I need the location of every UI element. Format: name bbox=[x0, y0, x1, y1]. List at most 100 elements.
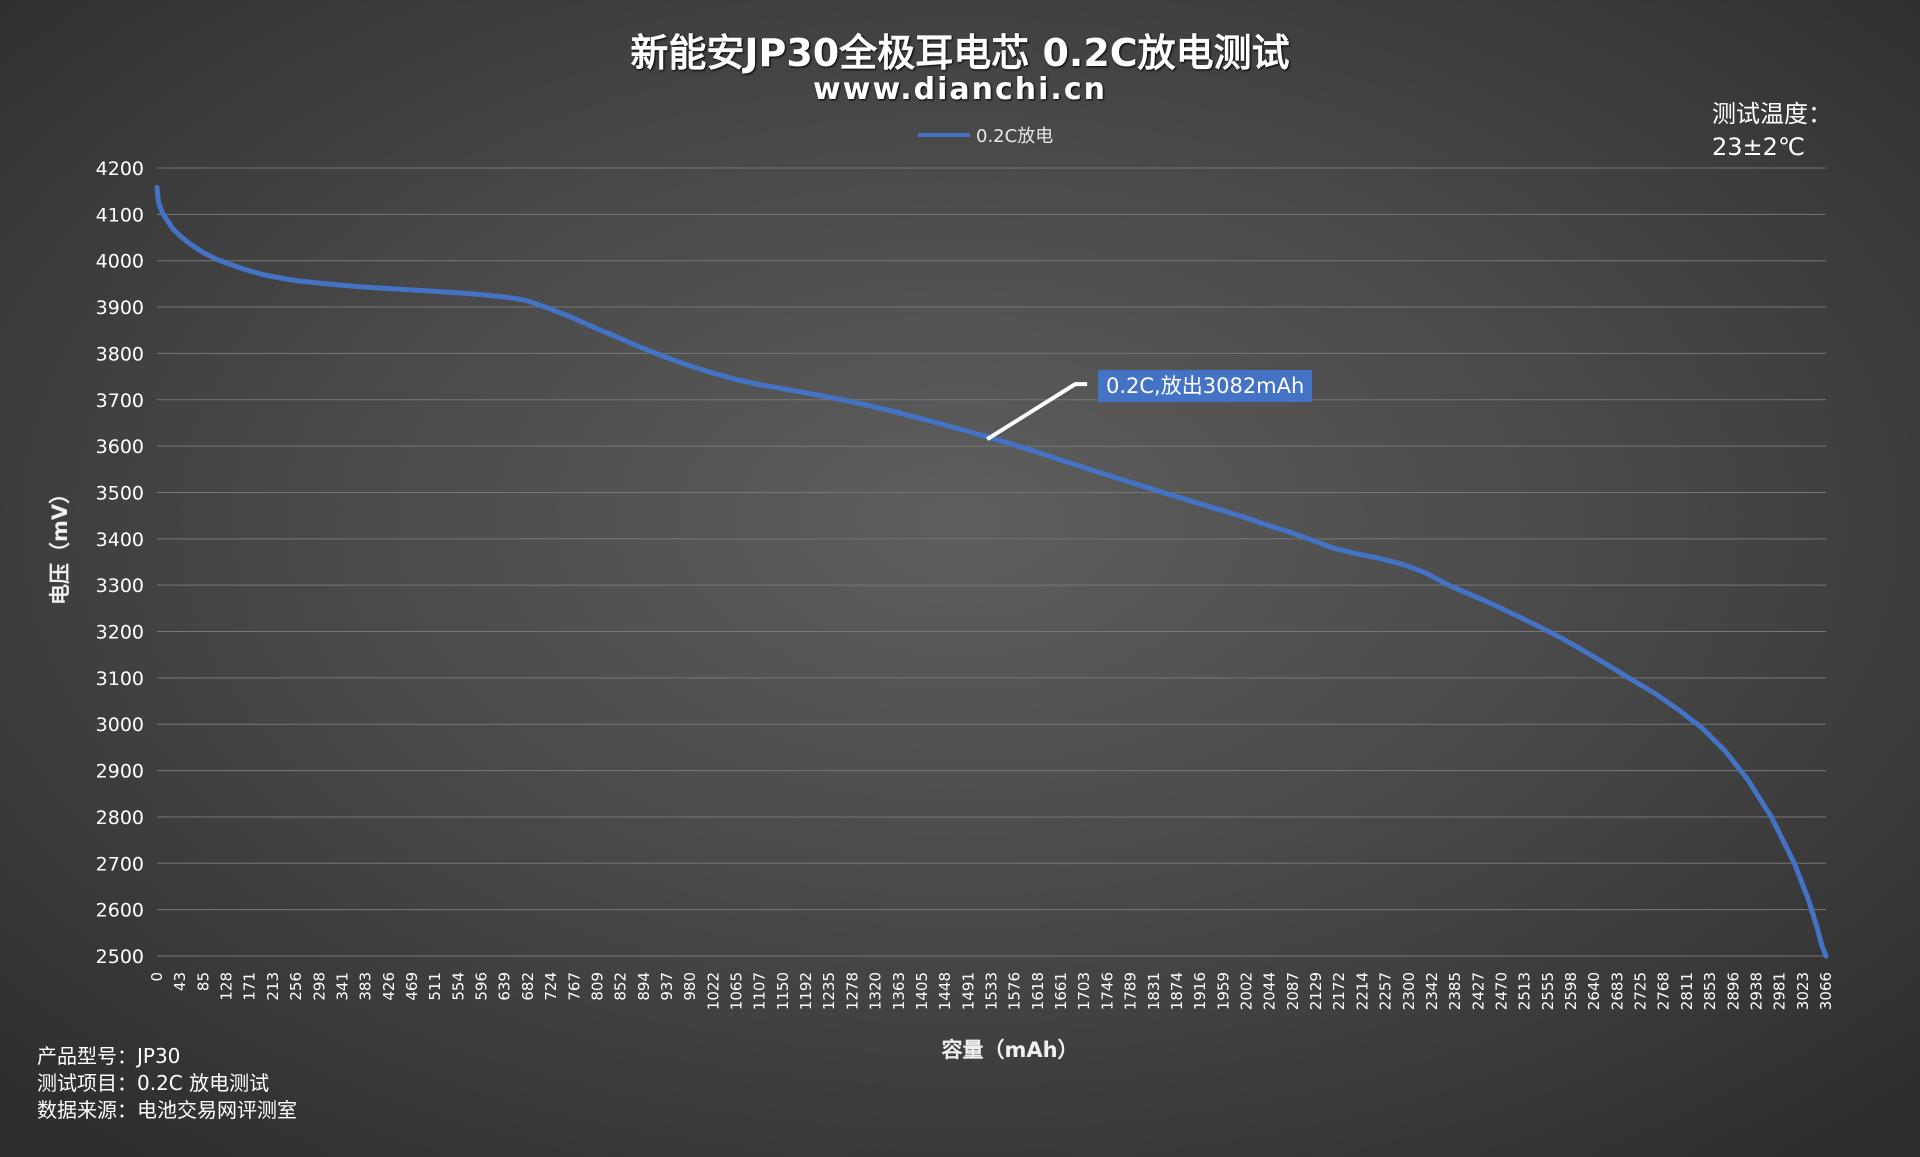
x-tick-label: 852 bbox=[612, 972, 630, 1001]
x-tick-label: 1959 bbox=[1214, 972, 1232, 1010]
x-tick-label: 1107 bbox=[751, 972, 769, 1010]
x-tick-label: 1491 bbox=[959, 972, 977, 1010]
y-tick-label: 4200 bbox=[96, 158, 144, 180]
y-axis-ticks: 4200 4100 4000 3900 3800 3700 3600 3500 3400 3300… bbox=[96, 158, 144, 968]
x-tick-label: 2470 bbox=[1492, 972, 1510, 1010]
x-tick-label: 2555 bbox=[1539, 972, 1557, 1010]
gridlines bbox=[157, 167, 1826, 957]
x-tick-label: 383 bbox=[357, 972, 375, 1001]
info-data-source: 数据来源：电池交易网评测室 bbox=[37, 1098, 297, 1122]
x-axis-label: 容量（mAh） bbox=[941, 1038, 1079, 1062]
x-tick-label: 1618 bbox=[1029, 972, 1047, 1010]
x-tick-label: 1831 bbox=[1145, 972, 1163, 1010]
x-tick-label: 2427 bbox=[1469, 972, 1487, 1010]
info-test-item: 测试项目：0.2C 放电测试 bbox=[37, 1071, 270, 1095]
chart-subtitle: www.dianchi.cn bbox=[813, 72, 1107, 107]
x-tick-label: 85 bbox=[194, 972, 212, 991]
x-tick-label: 937 bbox=[658, 972, 676, 1001]
x-tick-label: 1533 bbox=[983, 972, 1001, 1010]
x-tick-label: 1703 bbox=[1075, 972, 1093, 1010]
x-tick-label: 554 bbox=[449, 972, 467, 1001]
y-tick-label: 3200 bbox=[96, 622, 144, 644]
x-tick-label: 511 bbox=[426, 972, 444, 1001]
x-tick-label: 3066 bbox=[1817, 972, 1835, 1010]
x-tick-label: 2257 bbox=[1377, 972, 1395, 1010]
series-line-0.2c-discharge bbox=[154, 185, 1829, 959]
temperature-label: 测试温度： bbox=[1712, 100, 1832, 128]
x-tick-label: 298 bbox=[310, 972, 328, 1001]
x-tick-label: 724 bbox=[542, 972, 560, 1001]
x-tick-label: 469 bbox=[403, 972, 421, 1001]
x-tick-label: 1746 bbox=[1098, 972, 1116, 1010]
y-tick-label: 3900 bbox=[96, 297, 144, 319]
x-tick-label: 2938 bbox=[1747, 972, 1765, 1010]
y-tick-label: 3800 bbox=[96, 343, 144, 365]
legend-swatch bbox=[918, 133, 970, 137]
x-tick-label: 894 bbox=[635, 972, 653, 1001]
y-tick-label: 3500 bbox=[96, 482, 144, 504]
y-tick-label: 2800 bbox=[96, 807, 144, 829]
y-tick-label: 2700 bbox=[96, 853, 144, 875]
x-tick-label: 1363 bbox=[890, 972, 908, 1010]
x-tick-label: 2002 bbox=[1237, 972, 1255, 1010]
legend-label: 0.2C放电 bbox=[976, 126, 1054, 147]
x-tick-label: 43 bbox=[171, 972, 189, 991]
x-tick-label: 2768 bbox=[1655, 972, 1673, 1010]
y-tick-label: 3300 bbox=[96, 575, 144, 597]
x-tick-label: 2896 bbox=[1724, 972, 1742, 1010]
x-tick-label: 256 bbox=[287, 972, 305, 1001]
info-model: 产品型号：JP30 bbox=[37, 1044, 181, 1068]
x-axis-ticks: 0 43 85 128 171 213 256 298 341 383 426 469 511 554 59… bbox=[148, 972, 1835, 1010]
y-tick-label: 3400 bbox=[96, 529, 144, 551]
x-tick-label: 2811 bbox=[1678, 972, 1696, 1010]
x-tick-label: 171 bbox=[241, 972, 259, 1001]
x-tick-label: 213 bbox=[264, 972, 282, 1001]
test-temperature: 测试温度： 23±2℃ bbox=[1712, 98, 1832, 164]
x-tick-label: 809 bbox=[588, 972, 606, 1001]
x-tick-label: 2342 bbox=[1423, 972, 1441, 1010]
x-tick-label: 1405 bbox=[913, 972, 931, 1010]
x-tick-label: 639 bbox=[496, 972, 514, 1001]
x-tick-label: 2300 bbox=[1400, 972, 1418, 1010]
x-tick-label: 2214 bbox=[1353, 972, 1371, 1010]
x-tick-label: 1150 bbox=[774, 972, 792, 1010]
x-tick-label: 1789 bbox=[1122, 972, 1140, 1010]
temperature-value: 23±2℃ bbox=[1712, 133, 1805, 161]
x-tick-label: 341 bbox=[333, 972, 351, 1001]
x-tick-label: 1022 bbox=[704, 972, 722, 1010]
x-tick-label: 2853 bbox=[1701, 972, 1719, 1010]
x-tick-label: 2683 bbox=[1608, 972, 1626, 1010]
y-tick-label: 2500 bbox=[96, 946, 144, 968]
x-tick-label: 0 bbox=[148, 972, 166, 982]
x-tick-label: 1235 bbox=[820, 972, 838, 1010]
x-tick-label: 2981 bbox=[1771, 972, 1789, 1010]
y-tick-label: 3000 bbox=[96, 714, 144, 736]
y-tick-label: 3600 bbox=[96, 436, 144, 458]
x-tick-label: 767 bbox=[565, 972, 583, 1001]
test-info: 产品型号：JP30 测试项目：0.2C 放电测试 数据来源：电池交易网评测室 bbox=[37, 1043, 297, 1124]
x-tick-label: 2385 bbox=[1446, 972, 1464, 1010]
x-tick-label: 3023 bbox=[1794, 972, 1812, 1010]
y-tick-label: 2900 bbox=[96, 761, 144, 783]
x-tick-label: 1320 bbox=[867, 972, 885, 1010]
data-callout: 0.2C,放出3082mAh bbox=[1098, 370, 1313, 402]
x-tick-label: 2640 bbox=[1585, 972, 1603, 1010]
x-tick-label: 596 bbox=[473, 972, 491, 1001]
x-tick-label: 1448 bbox=[936, 972, 954, 1010]
y-tick-label: 3100 bbox=[96, 668, 144, 690]
x-tick-label: 682 bbox=[519, 972, 537, 1001]
callout-leader-line bbox=[986, 382, 1088, 441]
x-tick-label: 2172 bbox=[1330, 972, 1348, 1010]
x-tick-label: 2129 bbox=[1307, 972, 1325, 1010]
x-tick-label: 2087 bbox=[1284, 972, 1302, 1010]
x-tick-label: 2725 bbox=[1632, 972, 1650, 1010]
x-tick-label: 980 bbox=[681, 972, 699, 1001]
y-tick-label: 2600 bbox=[96, 900, 144, 922]
x-tick-label: 1278 bbox=[843, 972, 861, 1010]
x-tick-label: 1874 bbox=[1168, 972, 1186, 1010]
x-tick-label: 1065 bbox=[728, 972, 746, 1010]
y-axis-label: 电压（mV） bbox=[48, 482, 72, 605]
y-tick-label: 4000 bbox=[96, 251, 144, 273]
y-tick-label: 4100 bbox=[96, 204, 144, 226]
